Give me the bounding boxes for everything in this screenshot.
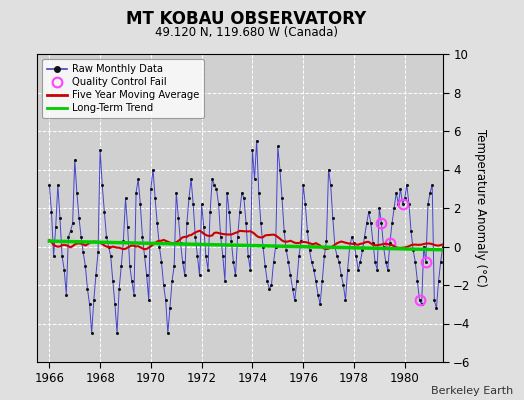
Y-axis label: Temperature Anomaly (°C): Temperature Anomaly (°C) xyxy=(474,129,487,287)
Text: 49.120 N, 119.680 W (Canada): 49.120 N, 119.680 W (Canada) xyxy=(155,26,338,39)
Legend: Raw Monthly Data, Quality Control Fail, Five Year Moving Average, Long-Term Tren: Raw Monthly Data, Quality Control Fail, … xyxy=(42,59,204,118)
Text: Berkeley Earth: Berkeley Earth xyxy=(431,386,514,396)
Text: MT KOBAU OBSERVATORY: MT KOBAU OBSERVATORY xyxy=(126,10,366,28)
